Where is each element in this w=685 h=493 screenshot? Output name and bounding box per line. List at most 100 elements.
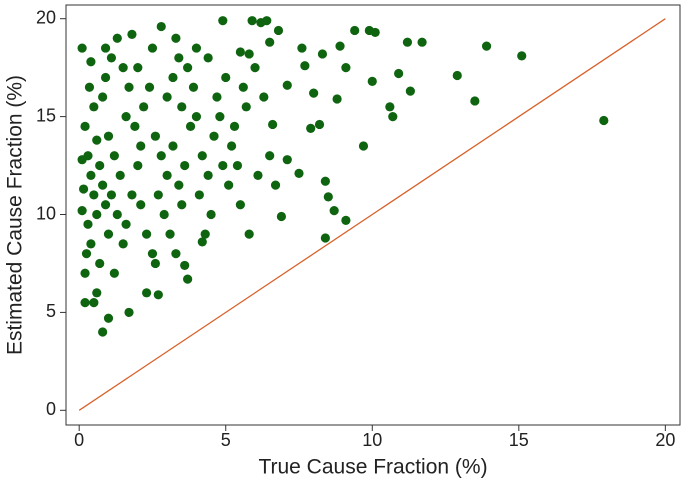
point <box>81 249 92 259</box>
point <box>183 274 193 284</box>
point <box>517 51 527 61</box>
point <box>141 288 152 298</box>
point <box>159 209 169 220</box>
point <box>141 229 152 239</box>
point <box>394 68 404 79</box>
point <box>402 37 413 47</box>
point <box>224 180 234 190</box>
y-tick-label: 0 <box>46 399 56 419</box>
point <box>235 47 245 57</box>
point <box>174 180 184 190</box>
point <box>218 160 228 171</box>
point <box>80 268 90 278</box>
point <box>232 160 243 171</box>
point <box>136 200 146 210</box>
point <box>323 192 333 202</box>
x-tick-label: 0 <box>74 430 84 450</box>
x-tick-label: 5 <box>221 430 231 450</box>
point <box>599 115 609 126</box>
point <box>168 72 178 83</box>
point <box>177 102 187 112</box>
point <box>367 76 377 86</box>
point <box>180 260 190 271</box>
point <box>200 229 210 239</box>
point <box>268 119 278 130</box>
point <box>86 57 96 67</box>
point <box>156 151 166 161</box>
point <box>265 151 275 161</box>
point <box>183 63 193 73</box>
point <box>115 170 125 180</box>
point <box>270 180 281 190</box>
point <box>92 209 102 220</box>
point <box>124 82 134 92</box>
point <box>194 190 204 200</box>
point <box>136 141 146 151</box>
point <box>364 25 374 36</box>
point <box>358 141 369 151</box>
point <box>282 80 292 90</box>
point <box>265 37 275 47</box>
point <box>83 219 93 229</box>
point <box>171 33 181 43</box>
point <box>153 190 163 200</box>
point <box>89 298 99 308</box>
point <box>103 313 114 323</box>
point <box>244 49 254 59</box>
point <box>124 307 134 318</box>
point <box>405 86 415 96</box>
point <box>215 112 225 122</box>
point <box>197 237 207 247</box>
point <box>238 82 248 92</box>
point <box>241 102 251 112</box>
point <box>212 92 222 102</box>
y-tick-label: 5 <box>46 301 56 321</box>
point <box>320 233 330 243</box>
point <box>253 170 263 180</box>
point <box>385 102 395 112</box>
point <box>188 82 199 92</box>
point <box>185 121 196 131</box>
point <box>165 229 175 239</box>
point <box>350 25 360 36</box>
point <box>332 94 342 104</box>
point <box>103 229 114 239</box>
point <box>84 82 95 92</box>
point <box>80 298 90 308</box>
point <box>147 43 158 53</box>
point <box>98 92 108 102</box>
point <box>92 288 102 298</box>
point <box>144 82 155 92</box>
point <box>77 155 87 165</box>
y-tick-label: 10 <box>36 203 56 223</box>
point <box>197 151 207 161</box>
point <box>162 92 172 102</box>
point <box>92 135 102 145</box>
point <box>133 160 143 171</box>
point <box>229 121 240 131</box>
point <box>282 155 292 165</box>
point <box>106 190 117 200</box>
point <box>121 219 131 229</box>
point <box>481 41 492 51</box>
x-tick-label: 10 <box>362 430 382 450</box>
point <box>297 43 307 53</box>
point <box>388 112 398 122</box>
point <box>80 121 90 131</box>
point <box>244 229 254 239</box>
point <box>306 123 316 133</box>
point <box>78 184 89 194</box>
point <box>118 239 128 249</box>
point <box>162 170 172 180</box>
point <box>221 72 231 83</box>
point <box>153 290 163 300</box>
point <box>147 249 158 259</box>
point <box>95 160 105 171</box>
point <box>247 16 257 26</box>
point <box>127 29 137 39</box>
point <box>452 70 462 81</box>
point <box>320 176 330 186</box>
point <box>276 211 287 222</box>
point <box>150 258 160 269</box>
